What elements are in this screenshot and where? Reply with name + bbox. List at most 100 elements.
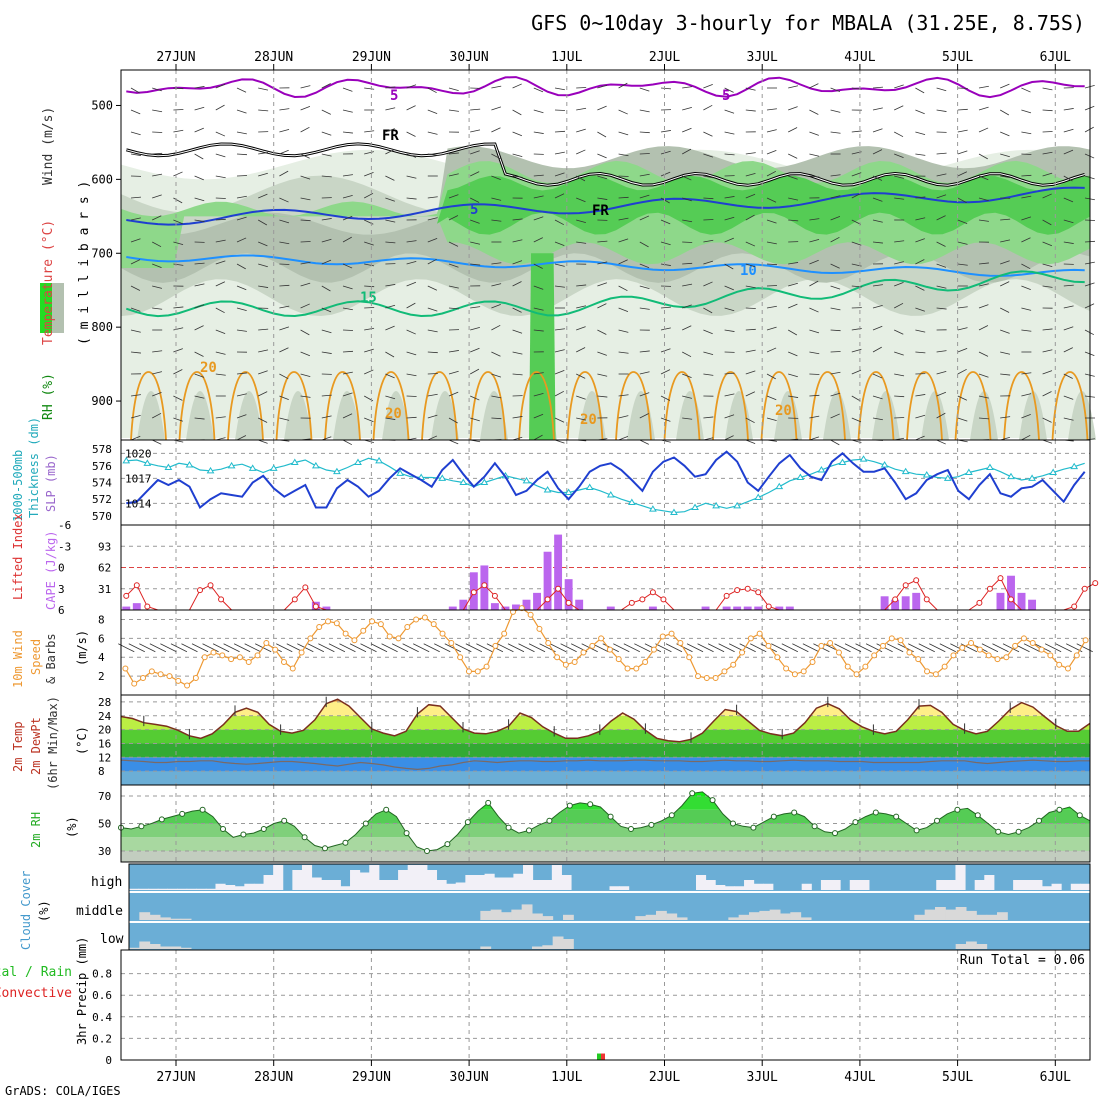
wind-barb [406, 240, 417, 243]
wind-barb [957, 129, 968, 133]
wind-barb [321, 131, 332, 136]
wind-barb [194, 197, 205, 202]
wind-barb [576, 87, 587, 89]
wind-barb [1021, 372, 1032, 375]
wind-barb [915, 109, 925, 115]
li-tick-label: -3 [58, 540, 71, 553]
lifted-index-marker [913, 577, 920, 584]
rh-diurnal-column [725, 390, 753, 440]
thickness-marker [859, 455, 868, 462]
wind-barb [406, 281, 417, 287]
wind-barb [364, 369, 374, 375]
wind-barb [258, 172, 268, 177]
wind-barb [597, 153, 607, 159]
wind-barb [1000, 281, 1010, 287]
wind-barb [639, 194, 650, 199]
wind-speed-marker [474, 668, 481, 675]
wind-barb [978, 219, 989, 222]
wind-barb [554, 219, 565, 226]
wind-barb [364, 417, 374, 423]
wind-barb [809, 259, 819, 265]
cloud-bar-high [609, 886, 620, 890]
wind-barb [391, 643, 409, 653]
wind-barb [1055, 643, 1072, 653]
wind-barb [851, 369, 862, 375]
cloud-bar-middle [945, 909, 957, 920]
wind-barb [423, 643, 440, 653]
rh-tick-label: 50 [98, 818, 111, 831]
wind-barb [618, 394, 629, 397]
temp-contour-20 [906, 371, 943, 441]
wind-barb [533, 195, 544, 199]
wind-barb [639, 263, 650, 269]
lifted-index-marker [1092, 580, 1099, 587]
wind-barb [660, 417, 671, 422]
wind-barb [194, 106, 205, 111]
thickness-marker [333, 467, 341, 475]
wind-barb [660, 306, 671, 309]
wind-speed-marker [457, 654, 464, 661]
wind-barb [181, 643, 198, 653]
rh-panel-frame [120, 784, 1091, 863]
wind-barb [1021, 216, 1032, 221]
wind-barb [173, 417, 183, 422]
thickness-tick-label: 572 [92, 493, 112, 506]
upper-ytick-label: 800 [91, 320, 113, 334]
wind-barb [936, 215, 946, 221]
thickness-marker [880, 461, 889, 468]
wind-barb [152, 412, 162, 419]
wind-speed-marker [703, 675, 710, 681]
wind-speed-marker [272, 646, 279, 653]
wind-barb [470, 327, 480, 331]
cloud-bar-middle [997, 912, 1008, 920]
rh-marker [913, 827, 920, 834]
wind-barb [660, 369, 671, 375]
cloud-bar-high [705, 880, 716, 890]
rh-diurnal-column [186, 390, 214, 440]
wind-barb [1000, 351, 1011, 355]
wind-barb [745, 214, 755, 221]
wind-barb [978, 351, 989, 357]
rh-ylabel: 2m RH [29, 812, 43, 848]
wind-barb [745, 307, 756, 309]
cloud-bar-high [378, 880, 389, 890]
cloud-bar-middle [666, 913, 678, 920]
cloud-bar-high [503, 877, 514, 890]
wind-barb [448, 417, 458, 424]
wind-barb [703, 104, 713, 111]
wind-barb [1084, 329, 1095, 336]
upper-ytick-label: 500 [91, 98, 113, 112]
cloud-bar-low [160, 946, 171, 949]
wind-speed-marker [360, 627, 367, 634]
wind-barb [978, 325, 989, 331]
wind-speed-marker [853, 671, 860, 678]
wind-barb [130, 131, 141, 136]
lifted-index-marker [565, 599, 572, 606]
cloud-bar-middle [563, 914, 574, 920]
wind-speed-marker [906, 649, 913, 656]
cloud-bar-high [484, 873, 495, 890]
wind-barb [978, 153, 988, 160]
rh-marker [240, 831, 247, 838]
wind-barb [724, 196, 735, 199]
wind-barb [173, 369, 183, 375]
wind-barb [448, 439, 459, 445]
lifted-index-marker [302, 584, 309, 591]
wind-barb [215, 218, 226, 221]
wind-barb [894, 175, 904, 179]
wind-speed-marker [184, 682, 191, 689]
wind-barb [554, 172, 565, 177]
wind-barb [1000, 239, 1011, 243]
lifted-index-marker [1071, 603, 1078, 610]
cloud-bar-high [1022, 880, 1033, 890]
temp-band [121, 701, 1090, 716]
wind-barb [936, 371, 947, 375]
wind-barb [406, 131, 416, 137]
wind-speed-marker [562, 661, 569, 668]
lifted-index-marker [986, 585, 993, 592]
wind-barb [491, 85, 502, 89]
lifted-index-marker [312, 603, 319, 610]
wind-barb [915, 435, 925, 441]
rh-marker [362, 820, 369, 827]
wind-barb [682, 262, 693, 265]
